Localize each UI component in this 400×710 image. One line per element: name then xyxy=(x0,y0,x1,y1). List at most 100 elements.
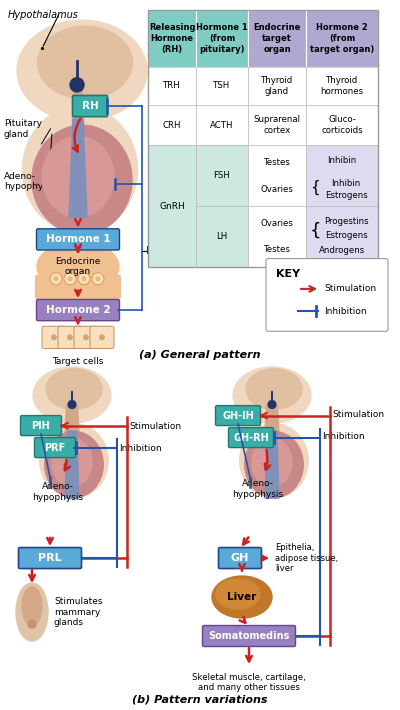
FancyBboxPatch shape xyxy=(196,10,248,67)
Text: Releasing
Hormone
(RH): Releasing Hormone (RH) xyxy=(149,23,195,54)
FancyBboxPatch shape xyxy=(20,415,62,435)
Text: TSH: TSH xyxy=(213,82,231,90)
Text: Hormone 2
(from
target organ): Hormone 2 (from target organ) xyxy=(310,23,374,54)
Circle shape xyxy=(78,273,90,285)
Polygon shape xyxy=(265,406,279,436)
Text: Endocrine
target
organ: Endocrine target organ xyxy=(253,23,301,54)
FancyBboxPatch shape xyxy=(306,10,378,67)
FancyBboxPatch shape xyxy=(306,67,378,105)
FancyBboxPatch shape xyxy=(228,427,274,447)
FancyBboxPatch shape xyxy=(36,229,120,250)
Text: Inhibition: Inhibition xyxy=(322,432,365,441)
Text: Stimulation: Stimulation xyxy=(324,285,376,293)
Text: LH: LH xyxy=(216,232,228,241)
FancyBboxPatch shape xyxy=(90,327,114,349)
Ellipse shape xyxy=(42,136,114,217)
Ellipse shape xyxy=(38,26,132,99)
Circle shape xyxy=(83,334,89,340)
FancyBboxPatch shape xyxy=(36,300,120,321)
Text: KEY: KEY xyxy=(276,268,300,279)
Text: Thyroid
gland: Thyroid gland xyxy=(261,76,293,96)
Text: Liver: Liver xyxy=(227,592,257,602)
Text: Stimulates
mammary
glands: Stimulates mammary glands xyxy=(54,597,102,627)
Ellipse shape xyxy=(240,424,308,498)
Text: Thyroid
hormones: Thyroid hormones xyxy=(320,76,364,96)
FancyBboxPatch shape xyxy=(42,327,66,349)
Ellipse shape xyxy=(40,424,108,498)
FancyBboxPatch shape xyxy=(202,626,296,647)
Ellipse shape xyxy=(52,438,92,486)
FancyBboxPatch shape xyxy=(248,105,306,146)
Polygon shape xyxy=(265,431,279,498)
Text: ACTH: ACTH xyxy=(210,121,234,130)
Text: Stimulation: Stimulation xyxy=(332,410,384,419)
Text: GH-IH: GH-IH xyxy=(222,410,254,420)
Text: Endocrine
organ: Endocrine organ xyxy=(55,257,101,276)
FancyBboxPatch shape xyxy=(35,275,121,299)
Circle shape xyxy=(96,276,100,281)
Text: PRF: PRF xyxy=(44,442,66,452)
Text: Negative feedback: Negative feedback xyxy=(146,246,238,256)
Text: Adeno-
hypophysis: Adeno- hypophysis xyxy=(232,479,284,498)
FancyBboxPatch shape xyxy=(216,405,260,425)
Polygon shape xyxy=(72,89,84,129)
Ellipse shape xyxy=(246,368,302,410)
Text: {: { xyxy=(310,180,320,195)
Text: Hypothalamus: Hypothalamus xyxy=(8,10,79,20)
Text: Skeletal muscle, cartilage,
and many other tissues: Skeletal muscle, cartilage, and many oth… xyxy=(192,673,306,692)
Ellipse shape xyxy=(212,576,272,618)
Ellipse shape xyxy=(245,432,303,498)
Polygon shape xyxy=(69,119,87,217)
FancyBboxPatch shape xyxy=(196,67,248,105)
Text: Adeno-
hypophysis: Adeno- hypophysis xyxy=(32,482,84,502)
Text: Ovaries: Ovaries xyxy=(260,219,294,227)
Text: Hormone 2: Hormone 2 xyxy=(46,305,110,315)
Text: FSH: FSH xyxy=(214,171,230,180)
Circle shape xyxy=(99,334,105,340)
Text: Gluco-
corticoids: Gluco- corticoids xyxy=(321,115,363,136)
FancyBboxPatch shape xyxy=(248,67,306,105)
FancyBboxPatch shape xyxy=(148,146,196,267)
Text: Estrogens: Estrogens xyxy=(325,231,367,240)
FancyBboxPatch shape xyxy=(266,258,388,332)
Text: GnRH: GnRH xyxy=(159,202,185,211)
Text: Hormone 1: Hormone 1 xyxy=(46,234,110,244)
FancyBboxPatch shape xyxy=(72,95,108,116)
FancyBboxPatch shape xyxy=(218,547,262,569)
Text: (a) General pattern: (a) General pattern xyxy=(139,349,261,359)
Ellipse shape xyxy=(46,368,102,410)
Text: Epithelia,
adipose tissue,
liver: Epithelia, adipose tissue, liver xyxy=(275,543,338,573)
FancyBboxPatch shape xyxy=(248,10,306,67)
Circle shape xyxy=(54,276,58,281)
Text: Estrogens: Estrogens xyxy=(325,191,367,200)
Text: GH-RH: GH-RH xyxy=(233,432,269,442)
Circle shape xyxy=(50,273,62,285)
FancyBboxPatch shape xyxy=(58,327,82,349)
Circle shape xyxy=(51,334,57,340)
Text: Somatomedins: Somatomedins xyxy=(208,631,290,641)
Ellipse shape xyxy=(33,367,111,423)
Ellipse shape xyxy=(17,20,147,121)
Text: Suprarenal
cortex: Suprarenal cortex xyxy=(254,115,300,136)
Circle shape xyxy=(268,400,276,408)
Text: Ovaries: Ovaries xyxy=(260,185,294,194)
Text: CRH: CRH xyxy=(163,121,181,130)
FancyBboxPatch shape xyxy=(306,206,378,267)
FancyBboxPatch shape xyxy=(148,67,196,105)
Text: Pituitary
gland: Pituitary gland xyxy=(4,119,42,138)
Text: Androgens: Androgens xyxy=(319,246,365,256)
Text: TRH: TRH xyxy=(163,82,181,90)
FancyBboxPatch shape xyxy=(148,105,196,146)
FancyBboxPatch shape xyxy=(248,206,306,267)
Ellipse shape xyxy=(16,583,48,641)
Ellipse shape xyxy=(216,579,260,609)
Polygon shape xyxy=(65,406,79,436)
Circle shape xyxy=(68,400,76,408)
Text: Testes: Testes xyxy=(264,245,290,254)
Text: (b) Pattern variations: (b) Pattern variations xyxy=(132,694,268,704)
FancyBboxPatch shape xyxy=(196,146,248,206)
Polygon shape xyxy=(65,431,79,498)
Text: Inhibition: Inhibition xyxy=(324,307,367,316)
Text: RH: RH xyxy=(82,101,98,111)
Ellipse shape xyxy=(32,125,132,234)
